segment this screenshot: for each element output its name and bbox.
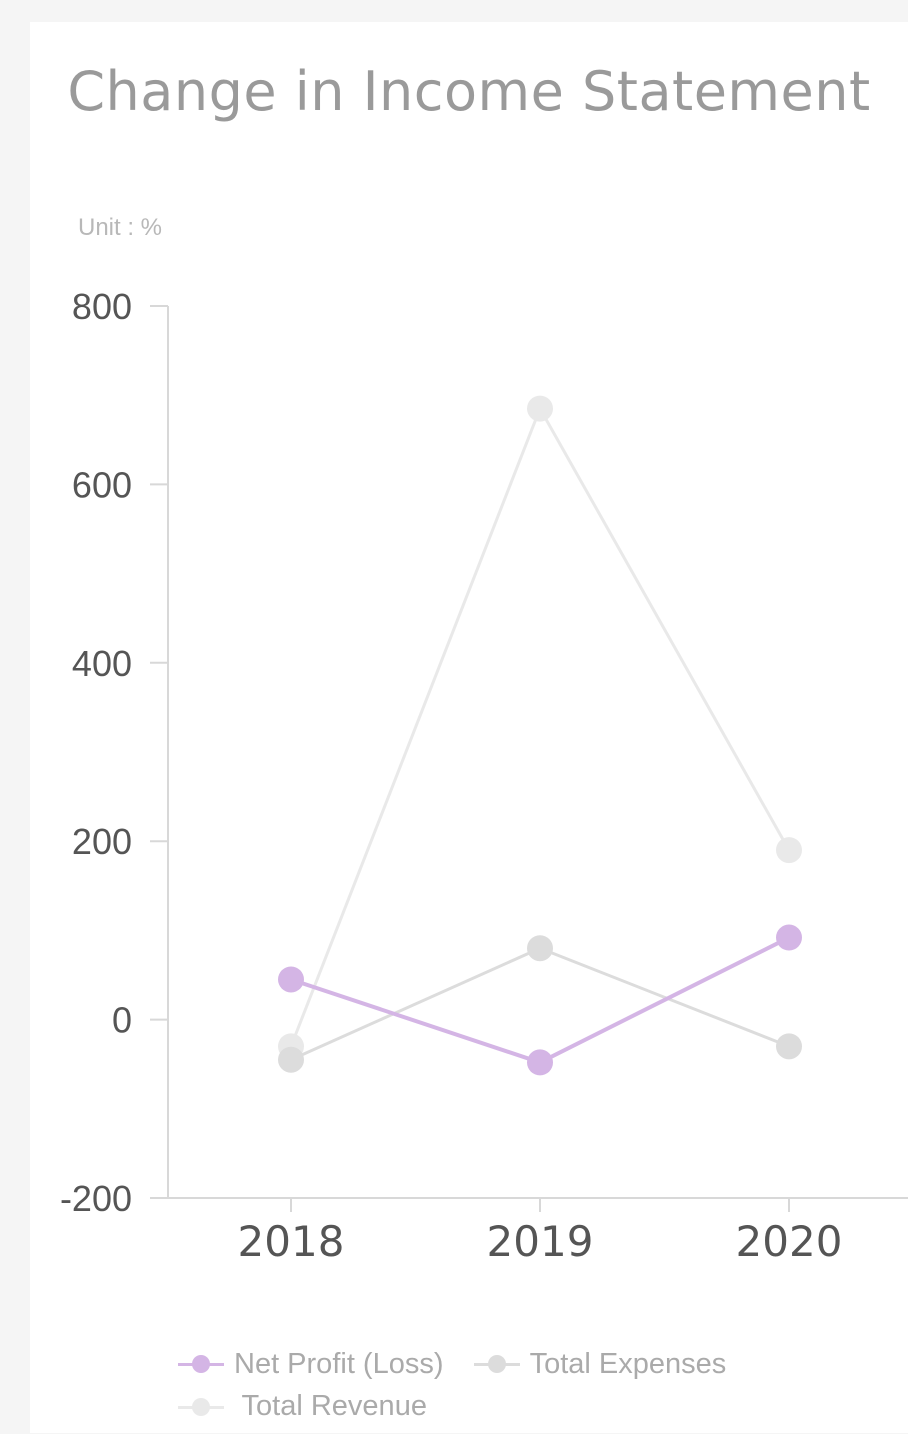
y-tick-label: 400 bbox=[72, 643, 132, 684]
data-point bbox=[776, 837, 802, 864]
data-point bbox=[278, 966, 304, 993]
x-tick-label: 2020 bbox=[736, 1217, 843, 1266]
y-tick-label: -200 bbox=[60, 1178, 132, 1219]
legend-label: Total Expenses bbox=[529, 1347, 727, 1380]
y-tick-label: 0 bbox=[112, 1000, 132, 1041]
x-tick-label: 2019 bbox=[487, 1217, 594, 1266]
legend-label: Total Revenue bbox=[241, 1390, 427, 1422]
y-tick-label: 600 bbox=[72, 464, 132, 505]
y-tick-label: 800 bbox=[72, 286, 132, 327]
data-point bbox=[527, 1049, 553, 1076]
chart-legend: Net Profit (Loss) Total Expenses Total R… bbox=[174, 1342, 874, 1434]
legend-marker-icon bbox=[470, 1354, 524, 1374]
legend-marker-icon bbox=[174, 1397, 228, 1417]
legend-item-total-expenses[interactable]: Total Expenses bbox=[470, 1342, 727, 1386]
data-point bbox=[278, 1046, 304, 1073]
legend-item-total-revenue[interactable]: Total Revenue bbox=[174, 1390, 856, 1434]
legend-marker-icon bbox=[174, 1354, 228, 1374]
data-point bbox=[527, 935, 553, 962]
y-tick-label: 200 bbox=[72, 821, 132, 862]
data-point bbox=[527, 395, 553, 422]
data-point bbox=[776, 1033, 802, 1060]
legend-item-net-profit[interactable]: Net Profit (Loss) bbox=[174, 1342, 444, 1386]
chart-title: Change in Income Statement bbox=[67, 60, 871, 123]
x-tick-label: 2018 bbox=[238, 1217, 345, 1266]
unit-label: Unit : % bbox=[78, 214, 163, 241]
legend-label: Net Profit (Loss) bbox=[234, 1347, 444, 1380]
data-point bbox=[776, 924, 802, 951]
